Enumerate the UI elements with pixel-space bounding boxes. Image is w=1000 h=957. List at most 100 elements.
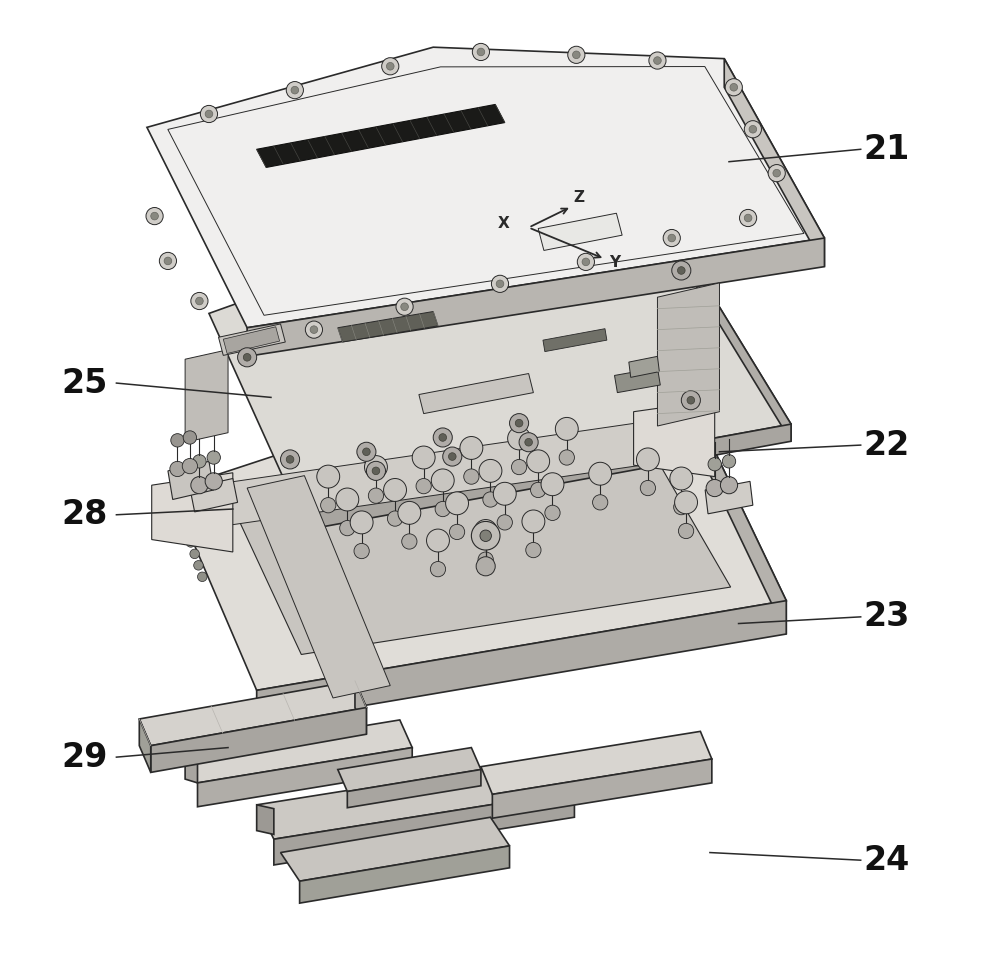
Polygon shape [247,238,824,356]
Circle shape [526,543,541,558]
Circle shape [412,446,435,469]
Circle shape [363,448,370,456]
Circle shape [159,253,177,270]
Circle shape [243,353,251,361]
Circle shape [372,467,380,475]
Circle shape [472,43,490,60]
Circle shape [725,78,742,96]
Circle shape [744,121,761,138]
Circle shape [430,562,446,577]
Polygon shape [481,731,712,794]
Text: X: X [498,215,510,231]
Circle shape [194,561,203,570]
Circle shape [350,511,373,534]
Circle shape [559,450,574,465]
Polygon shape [257,805,274,835]
Circle shape [433,428,452,447]
Polygon shape [347,769,481,808]
Circle shape [321,498,336,513]
Circle shape [640,480,656,496]
Circle shape [593,495,608,510]
Polygon shape [139,680,366,746]
Polygon shape [681,245,791,441]
Circle shape [427,529,449,552]
Circle shape [744,214,752,222]
Text: Y: Y [609,255,620,270]
Circle shape [449,524,465,540]
Text: 23: 23 [863,600,910,634]
Polygon shape [355,680,366,734]
Circle shape [357,442,376,461]
Circle shape [573,51,580,58]
Circle shape [663,230,680,247]
Polygon shape [257,104,505,167]
Text: 28: 28 [62,499,108,531]
Polygon shape [629,356,659,377]
Circle shape [678,523,694,539]
Circle shape [191,293,208,310]
Circle shape [366,461,385,480]
Circle shape [151,212,158,220]
Polygon shape [281,817,510,881]
Polygon shape [700,421,786,634]
Circle shape [305,321,323,338]
Circle shape [200,105,218,122]
Circle shape [687,396,695,404]
Circle shape [479,459,502,482]
Circle shape [527,450,550,473]
Circle shape [386,62,394,70]
Polygon shape [147,47,824,327]
Polygon shape [185,349,228,442]
Circle shape [398,501,421,524]
Polygon shape [543,328,607,351]
Circle shape [291,86,299,94]
Polygon shape [257,601,786,723]
Polygon shape [300,846,510,903]
Circle shape [636,448,659,471]
Polygon shape [209,416,681,528]
Circle shape [525,438,532,446]
Polygon shape [223,326,280,353]
Polygon shape [228,444,731,655]
Circle shape [508,427,531,450]
Circle shape [493,482,516,505]
Polygon shape [300,424,791,531]
Circle shape [720,477,738,494]
Circle shape [286,456,294,463]
Circle shape [522,510,545,533]
Circle shape [439,434,447,441]
Circle shape [416,478,431,494]
Text: 24: 24 [863,844,910,877]
Circle shape [191,477,208,494]
Circle shape [387,511,403,526]
Circle shape [545,505,560,521]
Circle shape [368,488,384,503]
Circle shape [193,455,206,468]
Circle shape [431,469,454,492]
Circle shape [768,165,785,182]
Circle shape [382,57,399,75]
Circle shape [649,52,666,69]
Polygon shape [185,720,412,783]
Circle shape [310,325,318,333]
Circle shape [196,298,203,305]
Circle shape [511,459,527,475]
Circle shape [474,520,497,543]
Polygon shape [657,283,719,426]
Polygon shape [168,67,804,315]
Circle shape [402,534,417,549]
Circle shape [531,482,546,498]
Polygon shape [190,478,238,512]
Polygon shape [257,757,574,839]
Polygon shape [705,481,753,514]
Polygon shape [151,707,366,772]
Polygon shape [419,373,533,413]
Circle shape [675,491,698,514]
Circle shape [401,303,408,311]
Polygon shape [724,58,824,267]
Polygon shape [152,473,233,552]
Circle shape [281,450,300,469]
Circle shape [519,433,538,452]
Circle shape [672,261,691,280]
Polygon shape [615,367,660,392]
